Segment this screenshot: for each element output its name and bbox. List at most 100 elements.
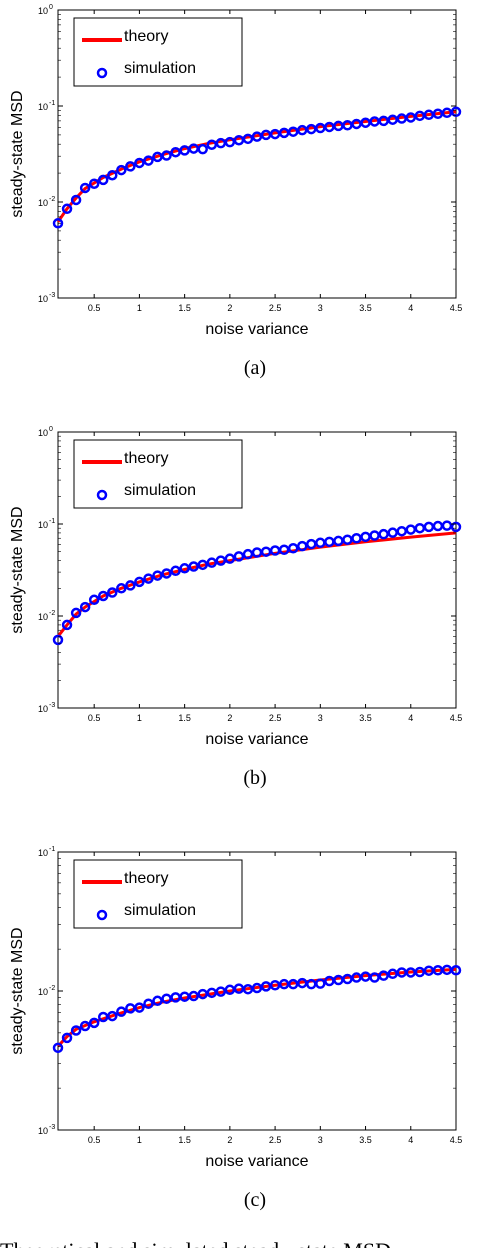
x-tick-label-a: 1.5 [178, 303, 191, 313]
simulation-point-b [287, 543, 299, 554]
simulation-point-c [369, 972, 380, 983]
legend-box-b [73, 439, 243, 509]
simulation-point-c [251, 982, 263, 994]
legend-b: theory simulation [73, 439, 243, 509]
y-tick-exponent-b: -2 [49, 610, 55, 617]
simulation-point-c [450, 965, 462, 976]
simulation-point-a [206, 139, 218, 150]
y-axis-label-a: steady-state MSD [9, 90, 26, 217]
simulation-point-b [197, 559, 208, 571]
x-tick-label-b: 2 [227, 713, 232, 723]
simulation-point-b [224, 553, 236, 564]
y-tick-exponent-a: 0 [49, 4, 53, 11]
simulation-point-a [97, 174, 109, 186]
simulation-point-a [170, 146, 181, 158]
legend-simulation-label-c: simulation [124, 902, 196, 919]
x-tick-label-c: 3 [318, 1135, 323, 1145]
simulation-point-b [125, 580, 136, 591]
simulation-point-b [61, 619, 73, 631]
simulation-point-a [287, 126, 299, 137]
y-tick-label-a: 10 [38, 102, 48, 112]
simulation-point-c [79, 1020, 91, 1032]
x-tick-label-b: 1 [137, 713, 142, 723]
simulation-point-b [170, 565, 181, 577]
legend-theory-label-c: theory [124, 870, 168, 887]
x-tick-label-c: 0.5 [88, 1135, 101, 1145]
x-tick-label-c: 4.5 [450, 1135, 463, 1145]
simulation-point-b [450, 521, 462, 533]
panel-label-b: (b) [243, 767, 266, 789]
y-tick-label-c: 10 [38, 848, 48, 858]
simulation-point-a [88, 178, 100, 189]
y-tick-exponent-b: -1 [49, 518, 55, 525]
x-tick-label-b: 4.5 [450, 713, 463, 723]
simulation-point-b [70, 607, 82, 619]
y-tick-label-b: 10 [38, 612, 48, 622]
simulation-point-a [179, 145, 190, 156]
simulation-point-b [215, 555, 227, 566]
simulation-point-b [179, 563, 190, 574]
legend-c: theory simulation [73, 859, 243, 929]
simulation-point-b [296, 540, 308, 552]
x-tick-label-b: 3 [318, 713, 323, 723]
chart-panel-c: 0.5 1 1.5 2 2.5 3 3.5 4 4.510-310-210-1 noise va… [9, 846, 462, 1211]
simulation-point-c [152, 995, 163, 1007]
legend-box-a [73, 17, 243, 87]
x-tick-label-c: 2.5 [269, 1135, 282, 1145]
x-tick-label-a: 2.5 [269, 303, 282, 313]
x-tick-label-a: 1 [137, 303, 142, 313]
simulation-point-b [233, 551, 245, 562]
y-tick-label-b: 10 [38, 520, 48, 530]
simulation-point-a [405, 112, 417, 123]
y-tick-exponent-b: -3 [49, 702, 55, 709]
legend-a: theory simulation [73, 17, 243, 87]
y-axis-label-b: steady-state MSD [9, 506, 26, 633]
x-tick-label-b: 0.5 [88, 713, 101, 723]
simulation-point-a [197, 143, 208, 155]
simulation-point-c [107, 1010, 118, 1022]
simulation-point-b [143, 573, 154, 584]
simulation-point-b [79, 601, 91, 613]
simulation-point-b [97, 590, 109, 602]
simulation-point-a [242, 133, 254, 145]
legend-theory-label-b: theory [124, 450, 168, 467]
y-tick-exponent-a: -2 [49, 196, 55, 203]
y-tick-label-c: 10 [38, 1126, 48, 1136]
legend-simulation-label-b: simulation [124, 482, 196, 499]
simulation-point-a [116, 164, 127, 176]
simulation-point-c [188, 990, 199, 1002]
simulation-point-b [342, 534, 353, 545]
x-tick-label-a: 2 [227, 303, 232, 313]
simulation-point-b [242, 548, 254, 560]
y-tick-exponent-b: 0 [49, 426, 53, 433]
y-tick-exponent-a: -3 [49, 292, 55, 299]
simulation-point-a [107, 169, 118, 181]
x-tick-label-c: 1 [137, 1135, 142, 1145]
simulation-point-c [215, 986, 227, 997]
figure-caption: Theoretical and simulated steady-state M… [0, 1238, 391, 1248]
y-tick-label-c: 10 [38, 987, 48, 997]
simulation-point-a [70, 194, 82, 206]
x-tick-label-a: 3.5 [359, 303, 372, 313]
y-axis-label-c: steady-state MSD [9, 927, 26, 1054]
x-tick-label-a: 4.5 [450, 303, 463, 313]
y-tick-exponent-c: -2 [49, 985, 55, 992]
simulation-point-b [88, 594, 100, 606]
x-tick-label-a: 0.5 [88, 303, 101, 313]
simulation-point-c [134, 1002, 145, 1013]
y-tick-label-b: 10 [38, 428, 48, 438]
simulation-point-b [206, 557, 218, 568]
simulation-point-a [134, 157, 145, 169]
y-tick-label-a: 10 [38, 294, 48, 304]
legend-simulation-swatch-a [96, 67, 108, 79]
simulation-point-a [125, 161, 136, 172]
legend-simulation-label-a: simulation [124, 60, 196, 77]
x-tick-label-b: 1.5 [178, 713, 191, 723]
x-tick-label-a: 3 [318, 303, 323, 313]
simulation-point-b [134, 576, 145, 588]
simulation-point-a [61, 203, 73, 215]
x-tick-label-b: 2.5 [269, 713, 282, 723]
x-axis-label-c: noise variance [205, 1153, 308, 1170]
x-tick-label-c: 2 [227, 1135, 232, 1145]
